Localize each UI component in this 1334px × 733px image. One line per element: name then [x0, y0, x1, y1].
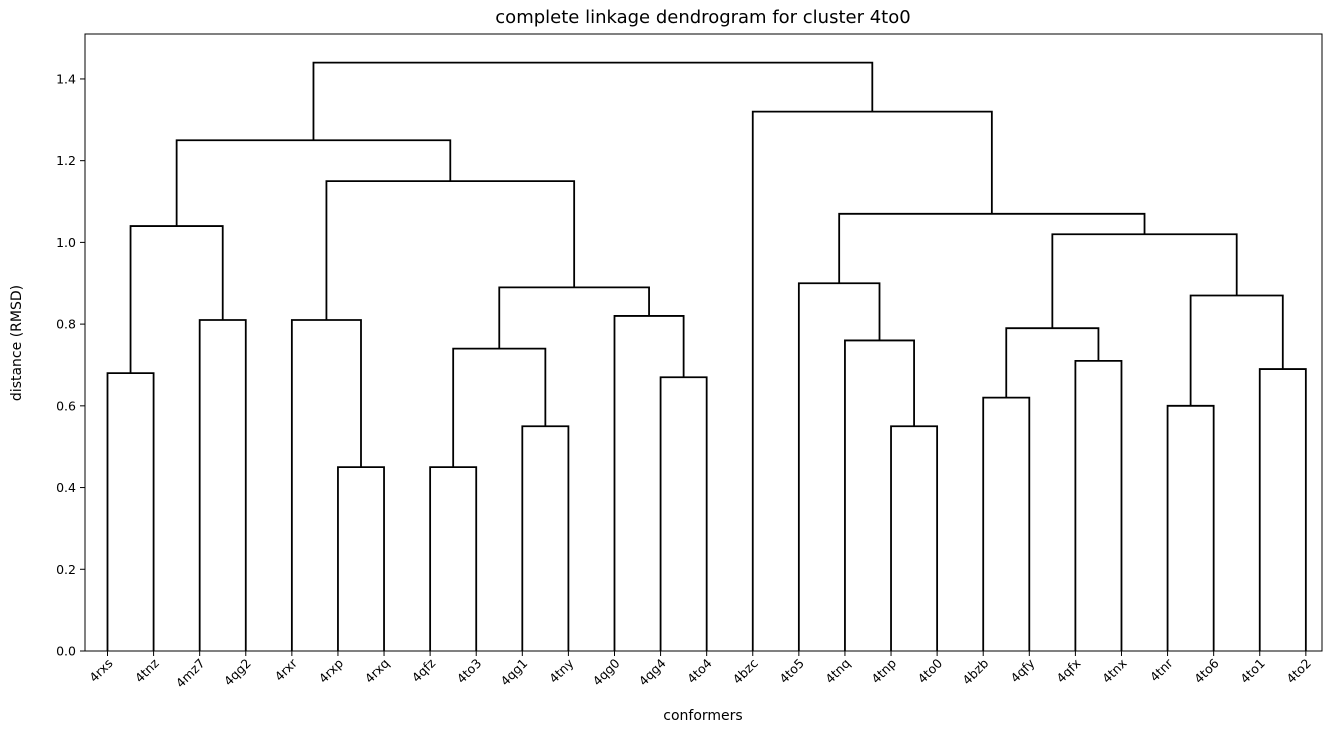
merge-link	[175, 139, 452, 227]
merge-link	[1258, 368, 1307, 651]
merge-link	[325, 180, 576, 321]
y-axis-ticks: 0.0 0.2 0.4 0.6 0.8 1.0 1.2 1.4	[56, 71, 85, 659]
leaf-label: 4rxp	[316, 655, 347, 686]
merge-link	[890, 425, 939, 651]
merge-link	[613, 315, 685, 651]
merge-link	[1189, 294, 1284, 406]
merge-link	[452, 347, 547, 468]
leaf-label: 4bzc	[730, 655, 761, 686]
leaf-label: 4rxq	[362, 656, 392, 686]
y-tick-label: 1.0	[56, 235, 76, 250]
leaf-label: 4qg0	[590, 655, 623, 688]
leaf-label: 4tnz	[132, 655, 162, 685]
merge-link	[290, 319, 362, 651]
leaf-label: 4to1	[1237, 656, 1268, 687]
leaf-label: 4tnq	[822, 656, 853, 687]
merge-link	[838, 212, 1146, 284]
merge-link	[106, 372, 155, 651]
merge-link	[498, 286, 650, 349]
dendrogram-links	[106, 61, 1307, 651]
leaf-label: 4qg4	[636, 655, 669, 688]
y-tick-label: 0.2	[56, 562, 76, 577]
plot-frame	[84, 33, 1323, 652]
leaf-label: 4tnp	[868, 655, 899, 686]
leaf-label: 4tny	[546, 655, 577, 686]
leaf-label: 4to4	[684, 655, 715, 686]
x-axis-label: conformers	[663, 708, 742, 724]
leaf-label: 4to2	[1283, 656, 1314, 687]
merge-link	[1051, 233, 1238, 329]
leaf-label: 4qg2	[221, 656, 254, 689]
merge-link	[982, 396, 1031, 651]
merge-link	[429, 466, 478, 651]
y-tick-label: 0.0	[56, 644, 76, 659]
y-axis-label: distance (RMSD)	[9, 285, 25, 401]
leaf-label: 4to6	[1191, 655, 1222, 686]
merge-link	[751, 110, 993, 651]
y-tick-label: 0.8	[56, 317, 76, 332]
y-tick-label: 1.2	[56, 153, 76, 168]
leaf-label: 4qfx	[1053, 656, 1083, 686]
leaf-label: 4tnr	[1147, 655, 1177, 685]
merge-link	[521, 425, 570, 651]
y-tick-label: 1.4	[56, 71, 76, 86]
x-axis-ticks: 4rxs 4tnz 4mz7 4qg2 4rxr 4rxp 4rxq 4qfz 4to3 4qg1…	[86, 651, 1314, 691]
merge-link	[1005, 327, 1100, 398]
merge-link	[198, 319, 247, 651]
merge-link	[659, 376, 708, 651]
merge-link	[337, 466, 385, 651]
leaf-label: 4qfy	[1007, 655, 1037, 685]
merge-link	[844, 339, 915, 651]
leaf-label: 4mz7	[173, 656, 208, 691]
y-tick-label: 0.4	[56, 480, 76, 495]
merge-link	[797, 282, 881, 651]
merge-link	[129, 225, 224, 374]
leaf-label: 4tnx	[1099, 656, 1130, 687]
leaf-label: 4rxr	[271, 655, 300, 684]
leaf-label: 4to3	[454, 656, 485, 687]
leaf-label: 4qfz	[409, 655, 439, 685]
merge-link	[1074, 359, 1123, 651]
merge-link	[312, 61, 874, 141]
leaf-label: 4rxs	[86, 656, 115, 685]
leaf-label: 4to5	[776, 656, 807, 687]
merge-link	[1166, 404, 1215, 651]
chart-title: complete linkage dendrogram for cluster …	[495, 7, 910, 28]
leaf-label: 4qg1	[497, 656, 530, 689]
y-tick-label: 0.6	[56, 398, 76, 413]
leaf-label: 4bzb	[959, 655, 991, 687]
leaf-label: 4to0	[915, 655, 946, 686]
